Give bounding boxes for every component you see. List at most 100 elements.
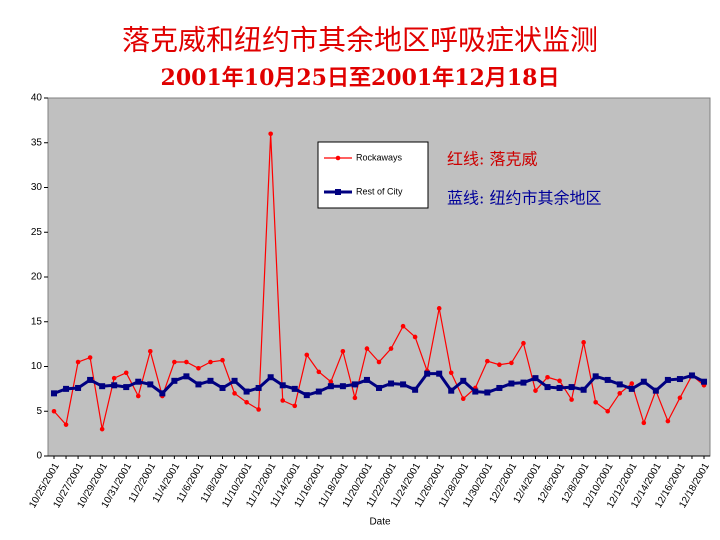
- data-point: [184, 359, 189, 365]
- data-point: [172, 359, 177, 365]
- data-point: [135, 378, 142, 385]
- legend-label: Rest of City: [356, 186, 403, 196]
- data-point: [544, 384, 551, 391]
- data-point: [196, 365, 201, 371]
- data-point: [207, 377, 214, 384]
- data-point: [484, 389, 491, 396]
- legend-marker: [335, 189, 341, 195]
- y-tick-label: 10: [31, 361, 43, 372]
- data-point: [617, 391, 623, 396]
- data-point: [75, 384, 82, 391]
- annotation: 蓝线: 纽约市其余地区: [447, 189, 601, 208]
- data-point: [400, 323, 406, 329]
- data-point: [316, 369, 322, 375]
- y-tick-label: 40: [31, 93, 43, 104]
- data-point: [268, 131, 273, 137]
- data-point: [231, 377, 238, 384]
- data-point: [99, 426, 105, 432]
- data-point: [424, 370, 431, 377]
- data-point: [557, 378, 562, 384]
- data-point: [327, 383, 334, 390]
- data-point: [593, 400, 598, 405]
- data-point: [569, 397, 574, 402]
- y-tick-label: 15: [31, 316, 43, 327]
- data-point: [171, 377, 178, 384]
- data-point: [436, 370, 443, 377]
- data-point: [195, 381, 202, 388]
- data-point: [509, 360, 514, 366]
- data-point: [508, 380, 515, 387]
- data-point: [472, 388, 479, 395]
- y-tick-label: 5: [36, 406, 42, 417]
- data-point: [123, 384, 130, 391]
- data-point: [496, 384, 503, 391]
- data-point: [545, 374, 550, 380]
- data-point: [485, 358, 490, 364]
- data-point: [183, 373, 190, 380]
- chart-title: 落克威和纽约市其余地区呼吸症状监测: [122, 24, 598, 57]
- data-point: [616, 381, 623, 388]
- data-point: [520, 379, 527, 386]
- data-point: [220, 357, 225, 363]
- data-point: [315, 388, 322, 395]
- data-point: [123, 370, 129, 376]
- data-point: [532, 375, 539, 382]
- data-point: [581, 340, 586, 345]
- data-point: [640, 378, 647, 385]
- legend-label: Rockaways: [356, 152, 403, 162]
- data-point: [629, 381, 635, 386]
- data-point: [388, 380, 395, 387]
- data-point: [208, 359, 213, 365]
- data-point: [87, 355, 93, 360]
- data-point: [556, 384, 563, 391]
- data-point: [279, 382, 286, 389]
- y-tick-label: 25: [31, 227, 43, 238]
- data-point: [701, 378, 707, 385]
- data-point: [135, 393, 141, 399]
- data-point: [304, 352, 310, 358]
- data-point: [256, 407, 261, 412]
- data-point: [352, 395, 358, 401]
- legend-marker: [335, 155, 341, 161]
- data-point: [219, 384, 226, 391]
- data-point: [605, 408, 611, 414]
- data-point: [51, 408, 57, 414]
- data-point: [328, 379, 334, 385]
- data-point: [652, 387, 659, 394]
- data-point: [244, 400, 249, 405]
- data-point: [688, 372, 695, 379]
- data-point: [448, 370, 454, 376]
- data-point: [111, 382, 118, 389]
- data-point: [303, 392, 310, 399]
- data-point: [63, 422, 69, 427]
- data-point: [292, 403, 298, 409]
- data-point: [363, 376, 370, 383]
- data-point: [533, 388, 538, 393]
- data-point: [580, 386, 587, 393]
- data-point: [376, 384, 382, 391]
- data-point: [460, 396, 466, 402]
- x-axis-label: Date: [369, 517, 391, 528]
- data-point: [641, 420, 647, 426]
- data-point: [75, 359, 81, 365]
- data-point: [291, 385, 298, 392]
- chart-subtitle: 2001年10月25日至2001年12月18日: [161, 65, 560, 91]
- data-point: [497, 362, 502, 368]
- data-point: [51, 390, 57, 397]
- data-point: [63, 385, 70, 392]
- data-point: [628, 385, 635, 392]
- data-point: [677, 395, 683, 401]
- data-point: [665, 418, 671, 424]
- data-point: [147, 348, 153, 354]
- data-point: [280, 398, 286, 403]
- data-point: [243, 388, 250, 395]
- data-point: [568, 384, 575, 391]
- data-point: [111, 375, 117, 381]
- data-point: [460, 377, 467, 384]
- y-tick-label: 35: [31, 137, 43, 148]
- y-tick-label: 0: [36, 451, 42, 462]
- data-point: [400, 381, 407, 388]
- data-point: [388, 346, 394, 351]
- data-point: [436, 306, 442, 311]
